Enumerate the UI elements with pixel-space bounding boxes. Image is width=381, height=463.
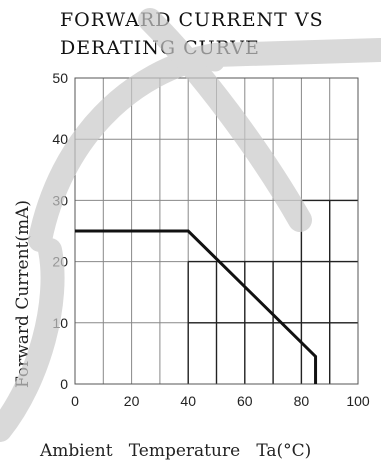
y-tick-label: 40 bbox=[52, 131, 68, 147]
y-axis-label: Forward Current(mA) bbox=[13, 200, 33, 388]
x-axis-ticks: 0 20 40 60 80 100 bbox=[71, 393, 370, 409]
y-tick-label: 50 bbox=[52, 70, 68, 86]
x-tick-label: 20 bbox=[124, 393, 140, 409]
x-tick-label: 60 bbox=[237, 393, 253, 409]
x-axis-label: Ambient Temperature Ta(°C) bbox=[39, 441, 311, 461]
x-tick-label: 40 bbox=[180, 393, 196, 409]
watermark-logo bbox=[0, 8, 381, 442]
series-group bbox=[75, 229, 318, 384]
y-tick-label: 0 bbox=[60, 376, 68, 392]
x-tick-label: 80 bbox=[294, 393, 310, 409]
x-tick-label: 0 bbox=[71, 393, 79, 409]
chart-title-line-1: FORWARD CURRENT VS bbox=[60, 9, 324, 31]
x-tick-label: 100 bbox=[346, 393, 370, 409]
series-line bbox=[75, 229, 318, 384]
